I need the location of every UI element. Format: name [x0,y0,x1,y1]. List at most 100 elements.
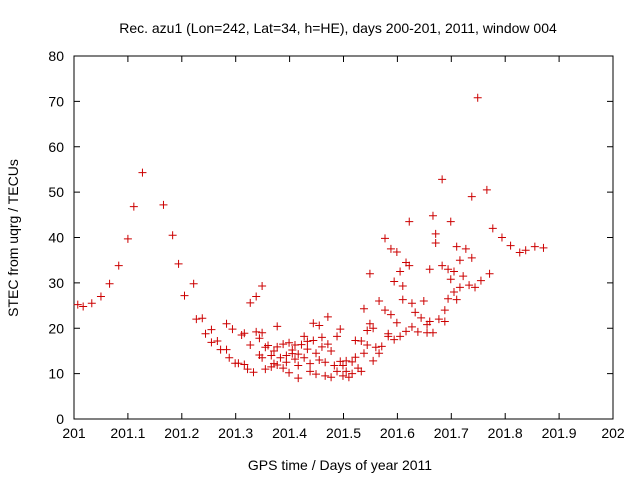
data-points [73,93,548,383]
data-point [392,248,401,257]
data-point [459,272,468,281]
data-point [303,345,312,354]
data-point [348,369,357,378]
data-point [246,298,255,307]
data-point [455,256,464,265]
data-point [438,261,447,270]
data-point [357,336,366,345]
chart-title: Rec. azu1 (Lon=242, Lat=34, h=HE), days … [119,20,557,36]
data-point [290,355,299,364]
data-point [317,333,326,342]
data-point [351,353,360,362]
data-point [294,374,303,383]
data-point [428,328,437,337]
data-point [294,361,303,370]
data-point [461,244,470,253]
data-point [425,317,434,326]
data-point [440,317,449,326]
data-point [515,248,524,257]
data-point [282,358,291,367]
y-tick-label: 60 [48,139,64,155]
data-point [363,341,372,350]
data-point [267,351,276,360]
data-point [269,359,278,368]
data-point [123,234,132,243]
data-point [168,231,177,240]
data-point [539,243,548,252]
data-point [365,269,374,278]
data-point [79,302,88,311]
data-point [348,357,357,366]
x-tick-label: 201.7 [434,425,469,441]
data-point [471,283,480,292]
data-point [225,353,234,362]
data-point [264,341,273,350]
data-point [488,224,497,233]
data-point [369,356,378,365]
data-point [269,346,278,355]
data-point [252,292,261,301]
data-point [114,261,123,270]
data-point [309,336,318,345]
data-point [386,310,395,319]
data-point [255,334,264,343]
data-point [330,361,339,370]
data-point [312,349,321,358]
x-tick-label: 201.6 [380,425,415,441]
data-point [249,368,258,377]
data-point [449,287,458,296]
data-point [321,371,330,380]
data-point [405,261,414,270]
data-point [87,299,96,308]
data-point [354,364,363,373]
data-point [273,342,282,351]
data-point [333,367,342,376]
data-point [444,294,453,303]
y-tick-label: 80 [48,48,64,64]
data-point [497,233,506,242]
axis-ticks [73,55,614,420]
data-point [129,202,138,211]
data-point [189,279,198,288]
data-point [300,353,309,362]
data-point [294,350,303,359]
data-point [446,275,455,284]
data-point [398,282,407,291]
data-point [431,238,440,247]
data-point [381,234,390,243]
data-point [323,312,332,321]
x-tick-label: 201.3 [218,425,253,441]
data-point [398,295,407,304]
data-point [342,367,351,376]
data-point [407,322,416,331]
x-tick-label: 201.9 [542,425,577,441]
data-point [288,346,297,355]
data-point [240,360,249,369]
data-point [425,265,434,274]
data-point [300,332,309,341]
data-point [317,342,326,351]
data-point [384,329,393,338]
data-point [338,371,347,380]
data-point [428,211,437,220]
data-point [276,353,285,362]
data-point [407,299,416,308]
data-point [315,356,324,365]
data-point [201,329,210,338]
data-point [476,276,485,285]
data-point [282,351,291,360]
data-point [273,361,282,370]
data-point [369,324,378,333]
x-tick-label: 201.8 [488,425,523,441]
data-point [402,258,411,267]
data-point [174,259,183,268]
data-point [252,327,261,336]
y-tick-label: 40 [48,230,64,246]
data-point [371,343,380,352]
x-tick-label: 202 [601,425,625,441]
data-point [402,327,411,336]
data-point [411,308,420,317]
data-point [279,364,288,373]
x-axis-label: GPS time / Days of year 2011 [248,457,432,473]
